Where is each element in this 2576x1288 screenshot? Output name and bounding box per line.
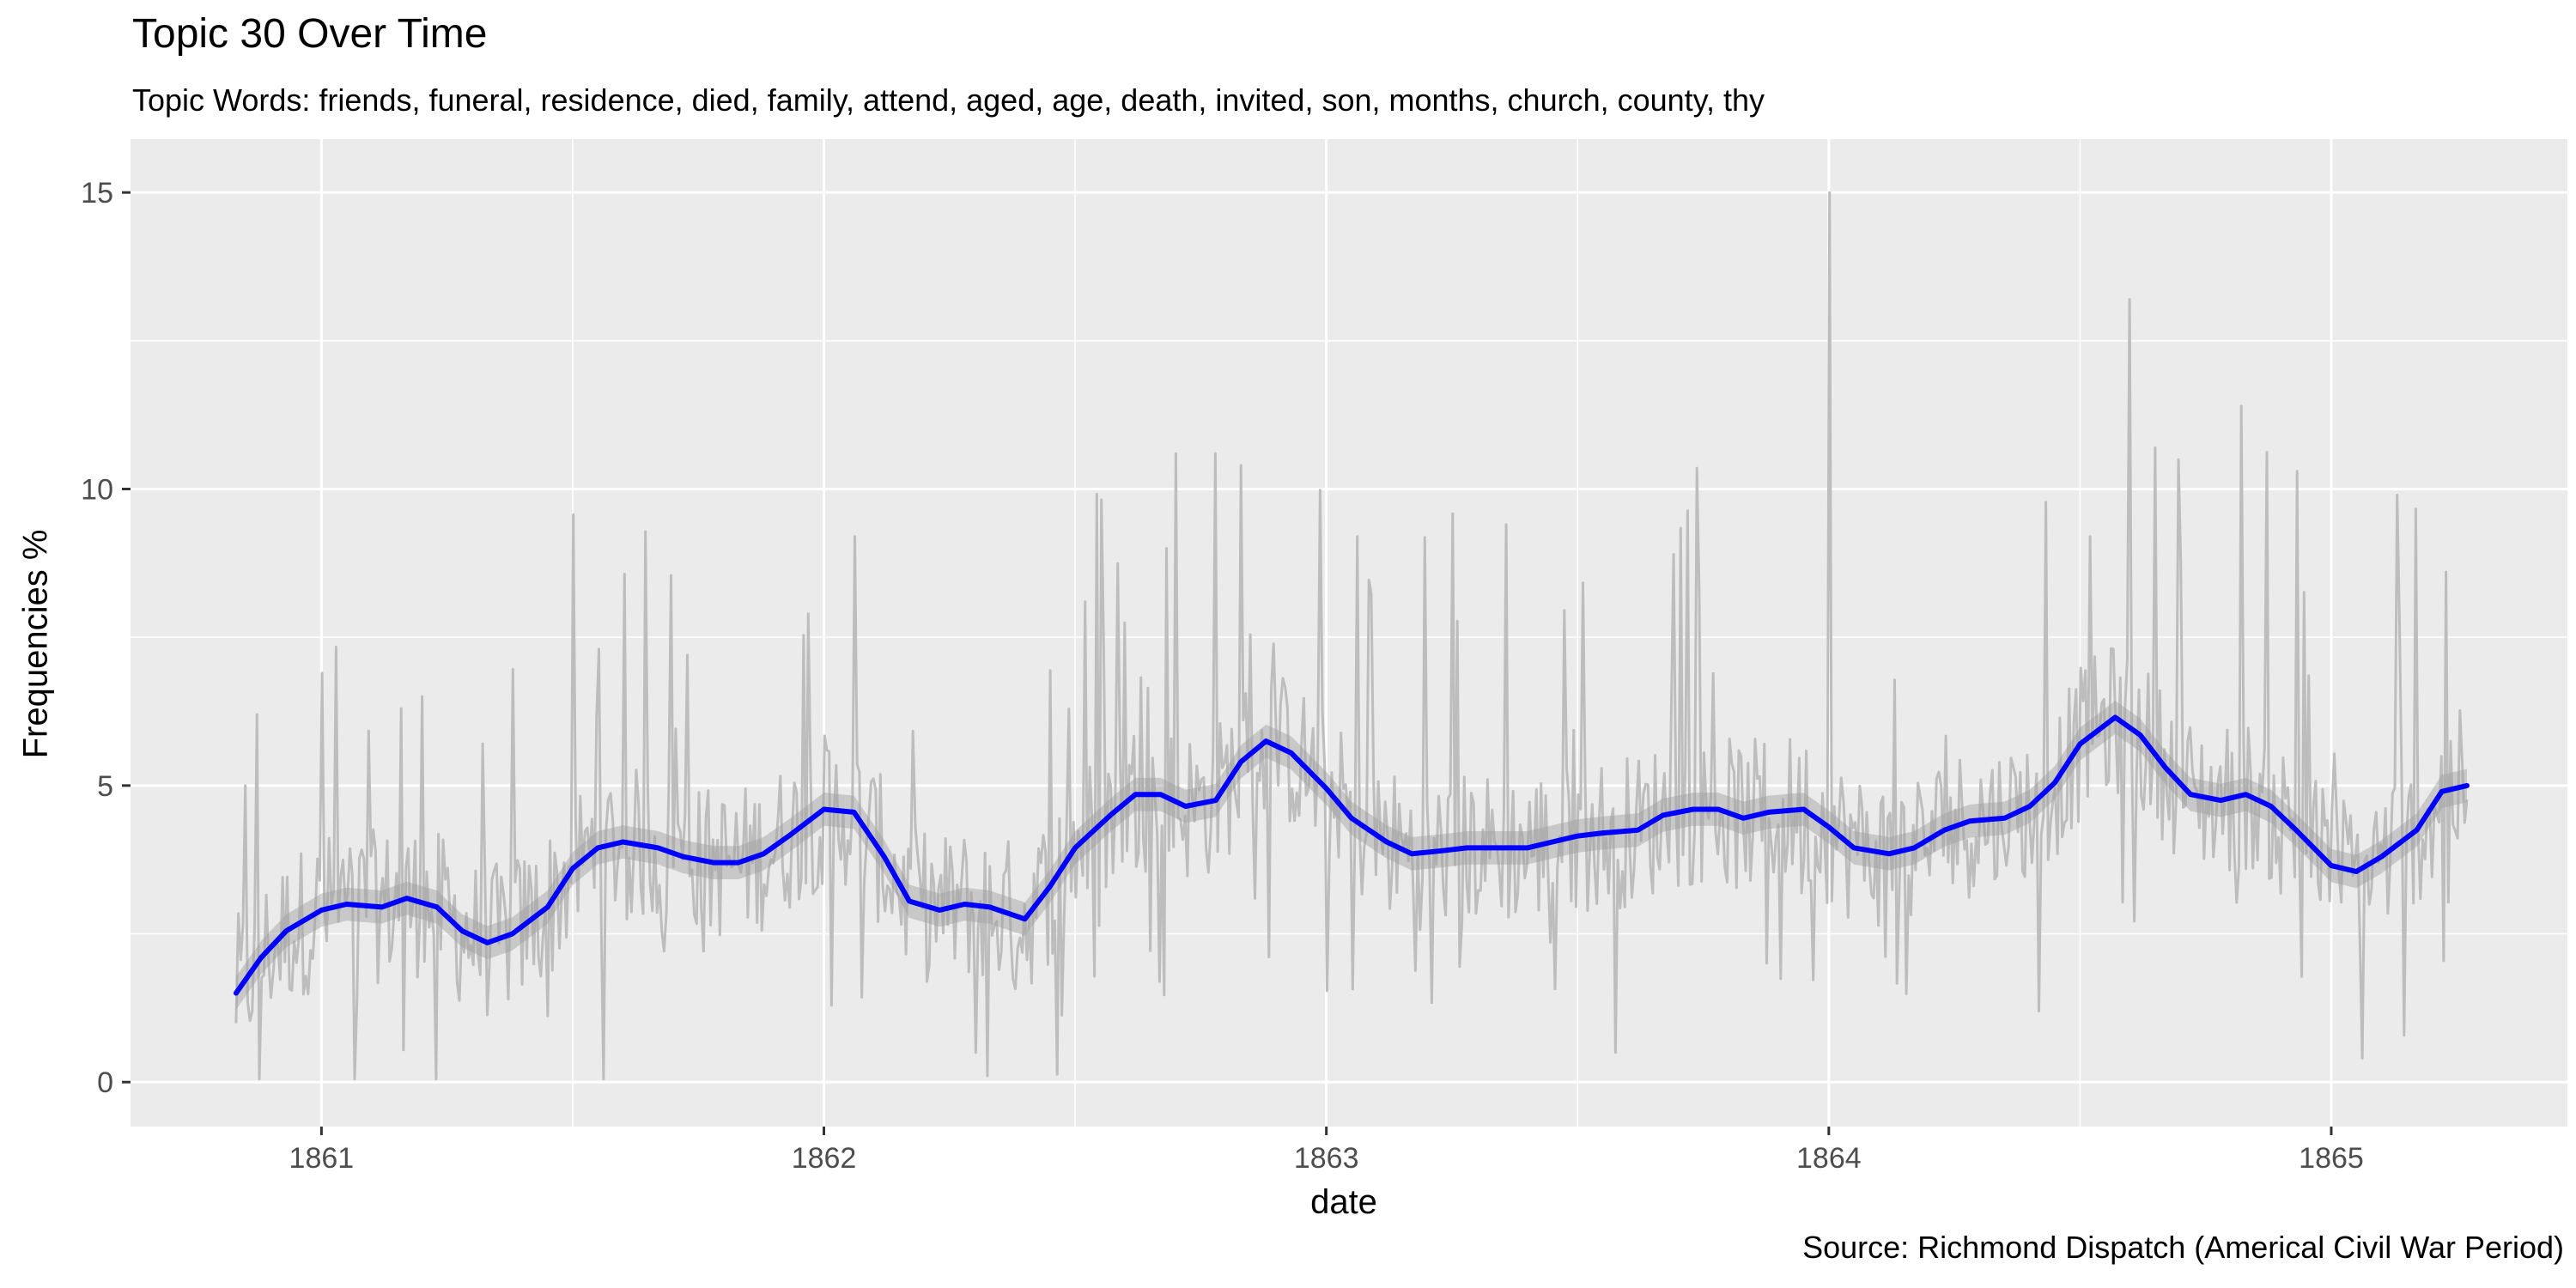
smoothed-series	[233, 714, 2470, 996]
chart-caption: Source: Richmond Dispatch (Americal Civi…	[1802, 1230, 2564, 1265]
smoothed-trend-line	[233, 714, 2470, 996]
x-tick-label: 1864	[1796, 1142, 1862, 1175]
chart-subtitle: Topic Words: friends, funeral, residence…	[132, 82, 1765, 118]
x-tick-label: 1865	[2299, 1142, 2364, 1175]
chart-title: Topic 30 Over Time	[132, 11, 488, 57]
y-tick-label: 10	[81, 474, 113, 507]
y-tick-label: 5	[97, 770, 113, 803]
axes: 1861 1862 1863 1864 1865 0 5 10 15	[81, 177, 2364, 1175]
raw-frequency-line	[234, 191, 2469, 1081]
y-axis-label: Frequencies %	[16, 529, 55, 759]
plot-panel	[131, 139, 2567, 1127]
raw-series	[234, 191, 2469, 1081]
y-tick-label: 15	[81, 177, 113, 210]
x-tick-label: 1861	[289, 1142, 355, 1175]
x-tick-label: 1862	[792, 1142, 857, 1175]
y-tick-label: 0	[97, 1066, 113, 1099]
x-tick-label: 1863	[1294, 1142, 1359, 1175]
x-axis-label: date	[1310, 1183, 1377, 1221]
